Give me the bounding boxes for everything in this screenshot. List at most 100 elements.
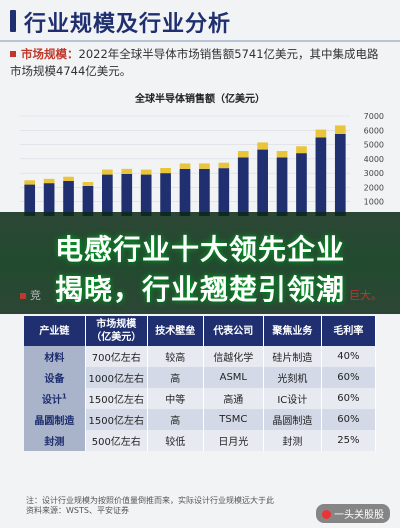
bar-main <box>237 157 249 216</box>
cell-barrier: 中等 <box>147 388 204 409</box>
cell-company: 高通 <box>203 388 264 409</box>
bar-top-segment <box>102 169 113 175</box>
bar-main <box>121 173 133 216</box>
bar-top-segment <box>199 163 210 169</box>
obscured-text-left: 竞 <box>30 289 41 302</box>
bar-main <box>179 168 191 216</box>
cell-company: TSMC <box>203 409 264 430</box>
y-tick-label: 6000 <box>364 126 384 135</box>
cell-margin: 60% <box>321 409 377 430</box>
table-row: 材料 700亿左右 较高 信越化学 硅片制造 40% <box>24 346 377 367</box>
cell-market-size: 1000亿左右 <box>85 367 148 388</box>
cell-barrier: 高 <box>147 409 204 430</box>
y-tick-label: 4000 <box>364 155 384 164</box>
bar-top-segment <box>276 151 288 158</box>
cell-company: 日月光 <box>203 430 264 451</box>
bar-main <box>315 137 327 216</box>
bullet-key: 市场规模： <box>21 47 79 61</box>
cell-chain: 晶圆制造 <box>24 409 86 430</box>
table-footnote: 注：设计行业规模为按照价值量倒推而来，实际设计行业规模远大于此 资料来源：WST… <box>26 496 274 516</box>
page-title: 行业规模及行业分析 <box>24 12 232 37</box>
cell-barrier: 较高 <box>147 346 204 367</box>
bar-main <box>63 181 74 216</box>
bar-main <box>199 168 210 216</box>
sales-bar-chart: 7000 6000 5000 4000 3000 2000 1000 <box>20 112 384 216</box>
cell-barrier: 较低 <box>147 430 204 451</box>
bar-main <box>82 186 94 216</box>
bullet-square-icon <box>20 293 26 299</box>
y-tick-label: 1000 <box>364 198 384 207</box>
cell-company: 信越化学 <box>203 346 264 367</box>
cell-business: 硅片制造 <box>263 346 322 367</box>
col-header-market-size: 市场规模 （亿美元） <box>85 316 148 346</box>
cell-margin: 60% <box>321 388 377 409</box>
header: 行业规模及行业分析 <box>0 0 400 42</box>
bar-top-segment <box>296 146 307 154</box>
bar-main <box>257 149 268 216</box>
bar-main <box>160 173 171 216</box>
cell-margin: 40% <box>321 346 377 367</box>
watermark-logo-icon <box>322 510 331 519</box>
cell-chain: 材料 <box>24 346 86 367</box>
bar-top-segment <box>160 168 171 174</box>
title-accent-bar <box>10 10 16 32</box>
cell-market-size: 500亿左右 <box>85 430 148 451</box>
cell-margin: 25% <box>321 430 377 451</box>
bar-main <box>24 184 36 216</box>
table-row: 封测 500亿左右 较低 日月光 封测 25% <box>24 430 377 451</box>
cell-market-size: 700亿左右 <box>85 346 148 367</box>
footnote-marker: 1 <box>61 392 67 401</box>
table-header-row: 产业链 市场规模 （亿美元） 技术壁垒 代表公司 聚焦业务 毛利率 <box>24 316 377 346</box>
bar-top-segment <box>315 129 327 138</box>
table-row: 设备 1000亿左右 高 ASML 光刻机 60% <box>24 367 377 388</box>
bar-main <box>276 157 288 216</box>
cell-business: 晶圆制造 <box>263 409 322 430</box>
cell-barrier: 高 <box>147 367 204 388</box>
cell-company: ASML <box>203 367 264 388</box>
headline-line-1: 电感行业十大领先企业 <box>54 233 345 266</box>
y-tick-label: 3000 <box>364 169 384 178</box>
watermark-text: 一头关股股 <box>334 510 384 521</box>
watermark-badge: 一头关股股 <box>316 504 390 523</box>
col-header-business: 聚焦业务 <box>263 316 322 346</box>
col-header-company: 代表公司 <box>203 316 264 346</box>
cell-market-size: 1500亿左右 <box>85 388 148 409</box>
bar-top-segment <box>82 182 94 186</box>
cell-chain: 设计1 <box>24 388 86 409</box>
bar-top-segment <box>218 162 230 169</box>
headline-banner: 电感行业十大领先企业 揭晓，行业翘楚引领潮 <box>0 212 400 314</box>
bar-main <box>296 153 307 216</box>
bar-top-segment <box>63 176 74 181</box>
col-header-chain: 产业链 <box>24 316 86 346</box>
industry-chain-table: 产业链 市场规模 （亿美元） 技术壁垒 代表公司 聚焦业务 毛利率 材料 700… <box>24 316 377 451</box>
y-tick-label: 7000 <box>364 112 384 121</box>
cell-market-size: 1500亿左右 <box>85 409 148 430</box>
bar-top-segment <box>237 151 249 158</box>
y-tick-label: 2000 <box>364 183 384 192</box>
bar-top-segment <box>121 168 133 174</box>
cell-margin: 60% <box>321 367 377 388</box>
bar-main <box>43 183 55 216</box>
bullet-square-icon <box>10 51 16 57</box>
table-row: 设计1 1500亿左右 中等 高通 IC设计 60% <box>24 388 377 409</box>
cell-chain: 设备 <box>24 367 86 388</box>
bar-main <box>334 133 346 216</box>
bar-top-segment <box>257 142 268 150</box>
obscured-text-right: 巨大。 <box>349 289 382 302</box>
cell-chain: 封测 <box>24 430 86 451</box>
cell-business: 光刻机 <box>263 367 322 388</box>
bar-main <box>102 174 113 216</box>
chart-title: 全球半导体销售额（亿美元） <box>135 94 265 105</box>
cell-business: IC设计 <box>263 388 322 409</box>
bar-main <box>218 168 230 216</box>
bar-top-segment <box>24 180 36 185</box>
cell-chain-text: 设计 <box>41 395 62 406</box>
table-row: 晶圆制造 1500亿左右 高 TSMC 晶圆制造 60% <box>24 409 377 430</box>
bar-top-segment <box>140 169 152 175</box>
header-divider <box>0 40 400 42</box>
col-header-margin: 毛利率 <box>321 316 377 346</box>
market-size-paragraph: 市场规模：2022年全球半导体市场销售额5741亿美元，其中集成电路市场规模47… <box>10 46 390 80</box>
headline-line-2: 揭晓，行业翘楚引领潮 <box>54 273 345 306</box>
footnote-line-1: 注：设计行业规模为按照价值量倒推而来，实际设计行业规模远大于此 <box>26 496 274 505</box>
cell-business: 封测 <box>263 430 322 451</box>
